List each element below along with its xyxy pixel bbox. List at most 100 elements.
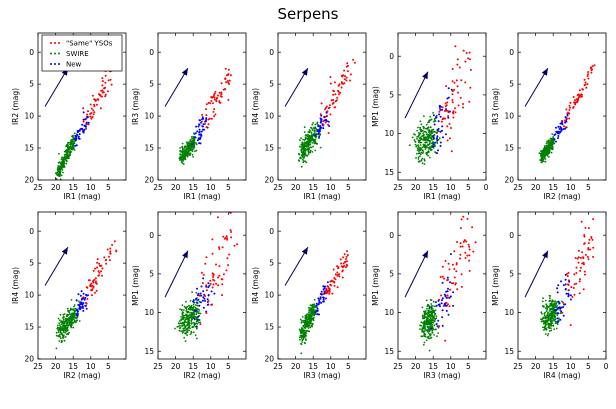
point <box>553 142 556 145</box>
point <box>198 123 201 126</box>
point <box>85 125 87 128</box>
data-points <box>178 67 232 165</box>
point <box>582 261 585 264</box>
x-tick-label: 15 <box>548 362 558 371</box>
point <box>72 136 75 139</box>
data-points <box>298 250 349 355</box>
point <box>584 273 586 276</box>
point <box>423 163 426 166</box>
point <box>305 329 307 332</box>
point <box>453 88 456 91</box>
point <box>58 161 60 164</box>
point <box>542 320 545 322</box>
point <box>432 305 434 307</box>
point <box>458 66 461 69</box>
point <box>212 276 215 278</box>
x-tick-label: 20 <box>51 183 61 192</box>
point <box>190 316 193 319</box>
point <box>426 133 428 136</box>
point <box>302 154 304 156</box>
point <box>60 332 63 335</box>
point <box>327 107 330 110</box>
point <box>440 120 443 123</box>
point <box>548 330 551 332</box>
point <box>308 320 311 322</box>
point <box>437 120 440 123</box>
point <box>539 159 541 161</box>
point <box>329 76 332 79</box>
point <box>62 171 64 174</box>
point <box>541 154 544 156</box>
legend-marker <box>50 63 60 65</box>
point <box>317 297 320 300</box>
point <box>543 151 546 154</box>
legend-marker <box>50 42 60 44</box>
point <box>65 328 67 331</box>
point <box>417 158 420 160</box>
point <box>66 329 69 332</box>
x-axis-label: IR2 (mag) <box>183 371 220 380</box>
y-tick-label: 0 <box>269 48 274 57</box>
point <box>185 332 187 335</box>
point <box>552 136 555 138</box>
point <box>309 130 312 133</box>
x-tick-label: 5 <box>226 362 231 371</box>
point <box>563 303 566 306</box>
point <box>581 88 584 91</box>
point <box>562 306 565 308</box>
point <box>424 327 426 330</box>
point <box>449 281 451 284</box>
point <box>317 129 320 132</box>
point <box>441 281 444 284</box>
point <box>322 292 325 295</box>
point <box>441 316 444 319</box>
point <box>300 352 303 355</box>
point <box>302 333 305 335</box>
point <box>202 277 205 280</box>
point <box>303 139 306 141</box>
point <box>181 330 184 332</box>
point <box>325 287 328 290</box>
point <box>74 144 77 147</box>
point <box>429 324 432 327</box>
point <box>77 135 80 138</box>
point <box>416 129 419 132</box>
series-new <box>191 116 209 146</box>
point <box>57 326 59 329</box>
point <box>310 139 313 142</box>
point <box>192 303 195 306</box>
axes-frame <box>277 32 367 181</box>
point <box>71 143 74 146</box>
y-tick-label: 5 <box>509 269 514 278</box>
point <box>58 340 61 342</box>
point <box>430 328 433 330</box>
point <box>415 157 417 159</box>
point <box>417 126 419 129</box>
series-sameysos <box>319 58 356 134</box>
y-tick-label: 20 <box>504 176 514 185</box>
reddening-arrowhead <box>541 68 548 76</box>
point <box>59 172 62 175</box>
point <box>209 102 212 105</box>
point <box>198 294 201 297</box>
point <box>110 83 113 86</box>
point <box>565 292 568 295</box>
point <box>333 106 336 109</box>
point <box>304 323 306 326</box>
point <box>184 321 187 323</box>
point <box>434 301 437 304</box>
point <box>67 141 70 144</box>
point <box>332 93 335 96</box>
point <box>344 261 347 264</box>
point <box>299 145 302 148</box>
x-tick-label: 20 <box>531 183 541 192</box>
point <box>544 158 547 160</box>
point <box>332 268 335 271</box>
point <box>430 132 433 135</box>
point <box>59 313 62 316</box>
point <box>64 153 67 156</box>
point <box>326 291 329 294</box>
point <box>428 328 431 330</box>
point <box>236 243 239 246</box>
